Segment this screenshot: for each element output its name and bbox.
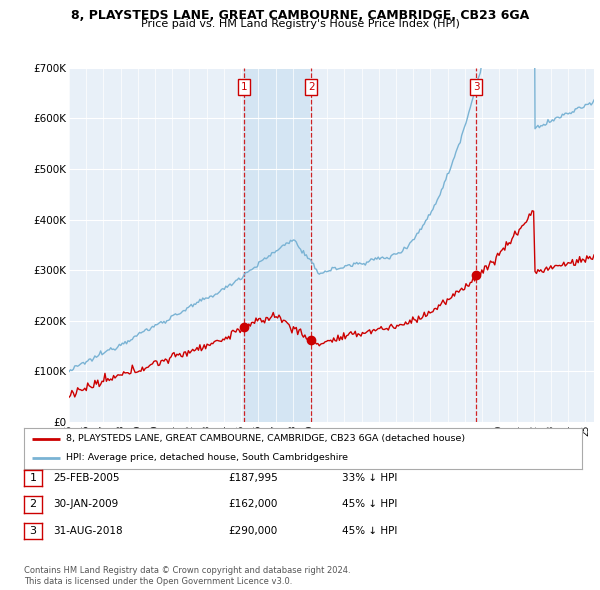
Text: 2: 2 bbox=[29, 500, 37, 509]
Text: 2: 2 bbox=[308, 82, 314, 92]
Text: £187,995: £187,995 bbox=[228, 473, 278, 483]
Text: 1: 1 bbox=[29, 473, 37, 483]
Text: 45% ↓ HPI: 45% ↓ HPI bbox=[342, 500, 397, 509]
Text: 8, PLAYSTEDS LANE, GREAT CAMBOURNE, CAMBRIDGE, CB23 6GA: 8, PLAYSTEDS LANE, GREAT CAMBOURNE, CAMB… bbox=[71, 9, 529, 22]
Text: 25-FEB-2005: 25-FEB-2005 bbox=[53, 473, 119, 483]
Bar bbox=[244, 68, 311, 422]
Text: 1: 1 bbox=[241, 82, 247, 92]
Text: 8, PLAYSTEDS LANE, GREAT CAMBOURNE, CAMBRIDGE, CB23 6GA (detached house): 8, PLAYSTEDS LANE, GREAT CAMBOURNE, CAMB… bbox=[66, 434, 465, 444]
Text: 31-AUG-2018: 31-AUG-2018 bbox=[53, 526, 122, 536]
Text: This data is licensed under the Open Government Licence v3.0.: This data is licensed under the Open Gov… bbox=[24, 577, 292, 586]
Text: 3: 3 bbox=[473, 82, 479, 92]
Text: Contains HM Land Registry data © Crown copyright and database right 2024.: Contains HM Land Registry data © Crown c… bbox=[24, 566, 350, 575]
Text: HPI: Average price, detached house, South Cambridgeshire: HPI: Average price, detached house, Sout… bbox=[66, 453, 348, 463]
Text: £290,000: £290,000 bbox=[228, 526, 277, 536]
Text: 3: 3 bbox=[29, 526, 37, 536]
Text: 45% ↓ HPI: 45% ↓ HPI bbox=[342, 526, 397, 536]
Text: 33% ↓ HPI: 33% ↓ HPI bbox=[342, 473, 397, 483]
Text: Price paid vs. HM Land Registry's House Price Index (HPI): Price paid vs. HM Land Registry's House … bbox=[140, 19, 460, 30]
Text: £162,000: £162,000 bbox=[228, 500, 277, 509]
Text: 30-JAN-2009: 30-JAN-2009 bbox=[53, 500, 118, 509]
